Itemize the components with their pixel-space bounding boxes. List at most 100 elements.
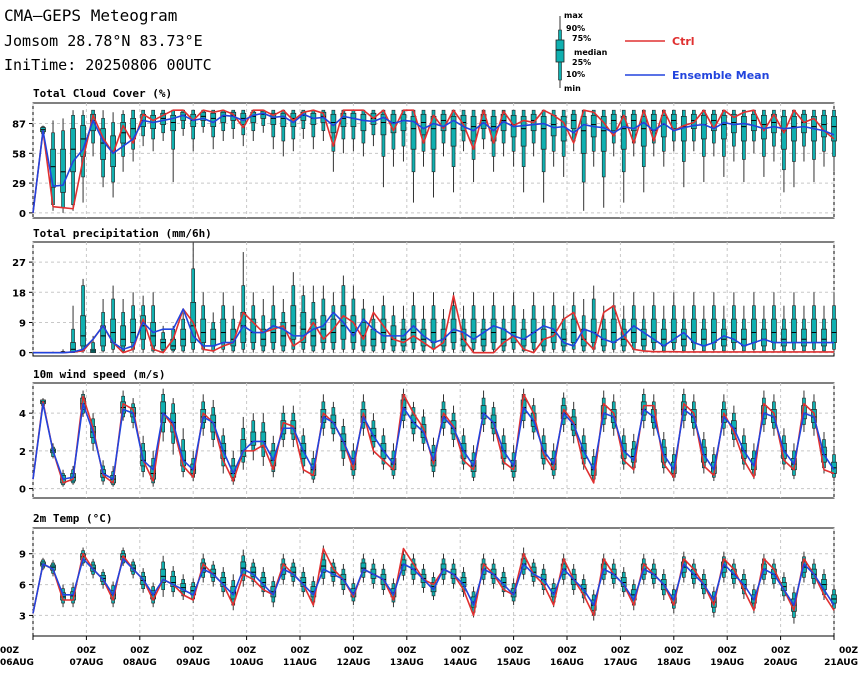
panel-3: 10m wind speed (m/s) 0 2 4	[19, 368, 837, 499]
box-inner	[550, 114, 557, 137]
box-glyph	[530, 292, 537, 353]
box-glyph	[630, 292, 637, 353]
x-tick-date: 19AUG	[710, 658, 744, 668]
box-glyph	[520, 109, 527, 193]
box-glyph	[610, 292, 617, 353]
x-tick-date: 20AUG	[764, 658, 798, 668]
x-axis: 00Z 06AUG 00Z 07AUG 00Z 08AUG 00Z 09AUG 00Z 10AUG…	[0, 636, 858, 668]
box-glyph	[260, 413, 267, 466]
box-glyph	[60, 118, 66, 213]
box-inner	[610, 318, 617, 343]
box-glyph	[761, 109, 767, 177]
panel-4: 2m Temp (°C) 3 6 9	[19, 512, 837, 637]
box-inner	[420, 113, 427, 136]
box-glyph	[200, 109, 207, 133]
box-glyph	[781, 109, 787, 193]
box-glyph	[310, 109, 317, 150]
box-inner	[771, 318, 777, 343]
box-inner	[791, 318, 797, 343]
box-inner	[660, 114, 667, 138]
box-glyph	[320, 285, 327, 353]
box-glyph	[330, 292, 337, 353]
x-tick-hour: 00Z	[184, 646, 204, 656]
box-glyph	[731, 292, 737, 353]
box-inner	[430, 318, 437, 343]
box-glyph	[700, 109, 707, 183]
x-tick-hour: 00Z	[771, 646, 791, 656]
box-glyph	[160, 325, 167, 353]
y-tick-label: 4	[19, 409, 26, 420]
box-inner	[220, 318, 227, 343]
box-inner	[290, 305, 297, 340]
box-inner	[690, 318, 697, 343]
box-glyph	[781, 572, 787, 602]
box-inner	[751, 113, 757, 132]
box-inner	[831, 318, 837, 343]
box-glyph	[230, 305, 237, 353]
box-glyph	[240, 252, 247, 353]
x-tick-hour: 00Z	[237, 646, 257, 656]
x-tick-hour: 00Z	[77, 646, 97, 656]
box-glyph	[650, 109, 657, 157]
box-glyph	[210, 109, 217, 150]
x-tick-date: 21AUG	[824, 658, 858, 668]
box-glyph	[420, 109, 427, 167]
x-tick-hour: 00Z	[344, 646, 364, 656]
x-tick-hour: 00Z	[451, 646, 471, 656]
box-glyph	[741, 109, 747, 183]
box-glyph	[710, 109, 717, 157]
box-glyph	[831, 447, 837, 482]
x-tick-date: 13AUG	[390, 658, 424, 668]
box-glyph	[350, 109, 357, 152]
box-inner	[791, 115, 797, 142]
box-inner	[480, 328, 487, 347]
x-tick-hour: 00Z	[290, 646, 310, 656]
box-glyph	[530, 109, 537, 157]
x-tick-date: 09AUG	[176, 658, 210, 668]
box-glyph	[200, 292, 207, 353]
box-glyph	[70, 305, 76, 353]
box-inner	[180, 328, 187, 347]
box-glyph	[390, 109, 397, 167]
box-inner	[200, 318, 207, 343]
box-glyph	[380, 109, 387, 188]
box-glyph	[560, 305, 567, 353]
box-glyph	[400, 109, 407, 162]
legend-box-label: 25%	[572, 58, 591, 67]
box-glyph	[500, 567, 507, 597]
x-tick-hour: 00Z	[0, 646, 20, 656]
x-tick-hour: 00Z	[611, 646, 631, 656]
box-glyph	[490, 292, 497, 353]
x-tick-date: 15AUG	[497, 658, 531, 668]
box-glyph	[660, 305, 667, 353]
legend-box-label: 75%	[572, 34, 591, 43]
box-glyph	[480, 305, 487, 353]
ctrl-line	[32, 109, 835, 213]
x-tick-date: 14AUG	[443, 658, 477, 668]
box-inner	[540, 328, 547, 347]
box-inner	[640, 328, 647, 347]
box-inner	[160, 338, 167, 350]
box-glyph	[831, 292, 837, 353]
y-tick-label: 29	[12, 179, 26, 190]
x-tick-date: 16AUG	[550, 658, 584, 668]
box-inner	[150, 322, 156, 347]
y-tick-label: 9	[19, 550, 26, 561]
box-glyph	[680, 109, 687, 188]
box-inner	[560, 328, 567, 347]
box-glyph	[660, 109, 667, 167]
box-inner	[370, 328, 377, 347]
panel-2: Total precipitation (mm/6h) 0 9 18 27	[12, 227, 837, 360]
box-inner	[160, 112, 167, 125]
box-inner	[210, 112, 217, 127]
box-glyph	[801, 109, 807, 162]
box-glyph	[640, 305, 647, 353]
box-inner	[630, 318, 637, 343]
box-inner	[821, 114, 827, 138]
box-inner	[660, 328, 667, 347]
x-tick-hour: 00Z	[664, 646, 684, 656]
box-glyph	[821, 109, 827, 167]
x-tick-date: 18AUG	[657, 658, 691, 668]
